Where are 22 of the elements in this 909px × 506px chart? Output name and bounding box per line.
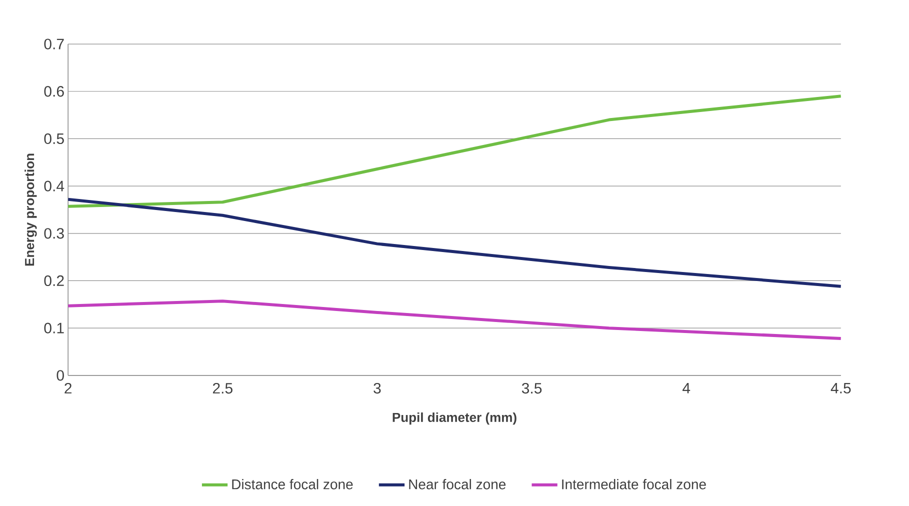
y-axis-title: Energy proportion <box>24 154 37 266</box>
x-tick-label: 2.5 <box>212 383 232 394</box>
y-tick-label: 0.2 <box>44 276 64 286</box>
y-tick-label: 0.7 <box>44 38 64 50</box>
y-tick-label: 0 <box>56 370 64 381</box>
x-axis-title: Pupil diameter (mm) <box>392 412 516 425</box>
x-tick-label: 4 <box>682 383 690 394</box>
y-tick-label: 0.6 <box>44 86 64 97</box>
x-tick-label: 4.5 <box>830 383 851 394</box>
line-series <box>68 198 841 288</box>
legend-label: Intermediate focal zone <box>562 479 706 490</box>
x-tick-label: 3.5 <box>522 383 542 394</box>
line-series <box>68 94 841 208</box>
y-tick-label: 0.5 <box>44 134 64 144</box>
y-tick-label: 0.1 <box>44 322 64 334</box>
x-tick-label: 3 <box>374 383 381 394</box>
legend-label: Distance focal zone <box>232 479 353 490</box>
y-tick-label: 0.4 <box>44 180 64 192</box>
line-series <box>68 300 841 340</box>
legend-label: Near focal zone <box>409 479 506 490</box>
x-tick-label: 2 <box>64 383 72 394</box>
y-tick-label: 0.3 <box>44 228 64 239</box>
